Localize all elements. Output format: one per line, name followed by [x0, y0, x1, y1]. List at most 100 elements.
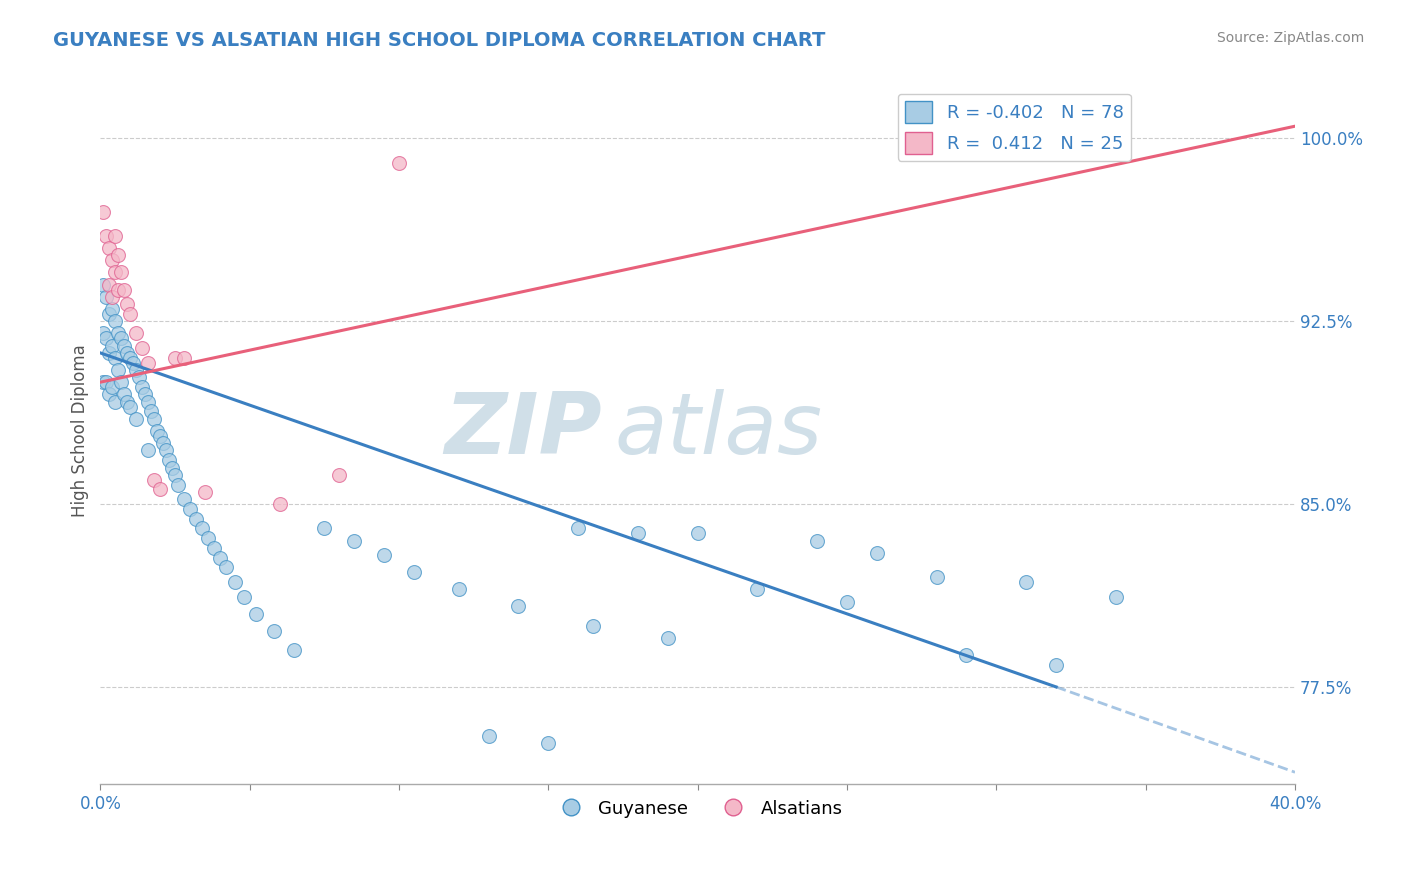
Point — [104, 394, 127, 409]
Point — [1015, 575, 1038, 590]
Point — [747, 582, 769, 597]
Point — [582, 619, 605, 633]
Point — [163, 467, 186, 482]
Point — [202, 541, 225, 555]
Point — [194, 484, 217, 499]
Point — [107, 326, 129, 341]
Point — [163, 351, 186, 365]
Point — [143, 473, 166, 487]
Point — [131, 341, 153, 355]
Point — [806, 533, 828, 548]
Point — [191, 521, 214, 535]
Point — [283, 643, 305, 657]
Point — [328, 467, 350, 482]
Point — [866, 546, 889, 560]
Point — [149, 483, 172, 497]
Point — [98, 241, 121, 255]
Y-axis label: High School Diploma: High School Diploma — [72, 344, 89, 517]
Point — [115, 297, 138, 311]
Point — [537, 736, 560, 750]
Point — [101, 290, 124, 304]
Point — [101, 301, 124, 316]
Point — [98, 346, 121, 360]
Point — [402, 566, 425, 580]
Point — [245, 607, 267, 621]
Legend: Guyanese, Alsatians: Guyanese, Alsatians — [546, 792, 849, 825]
Point — [96, 331, 118, 345]
Point — [835, 594, 858, 608]
Point — [155, 443, 177, 458]
Point — [96, 228, 118, 243]
Point — [125, 363, 148, 377]
Point — [224, 575, 246, 590]
Text: atlas: atlas — [614, 390, 823, 473]
Point — [215, 560, 238, 574]
Point — [160, 460, 183, 475]
Point — [91, 204, 114, 219]
Text: ZIP: ZIP — [444, 390, 602, 473]
Point — [925, 570, 948, 584]
Point — [232, 590, 254, 604]
Point — [120, 351, 142, 365]
Point — [1105, 590, 1128, 604]
Point — [136, 443, 159, 458]
Point — [107, 363, 129, 377]
Point — [112, 338, 135, 352]
Point — [173, 351, 195, 365]
Point — [955, 648, 977, 663]
Point — [184, 512, 207, 526]
Point — [136, 394, 159, 409]
Point — [373, 548, 395, 562]
Point — [107, 248, 129, 262]
Point — [179, 502, 201, 516]
Point — [1045, 657, 1067, 672]
Point — [627, 526, 650, 541]
Point — [98, 277, 121, 292]
Point — [508, 599, 530, 614]
Point — [197, 531, 219, 545]
Point — [98, 307, 121, 321]
Point — [343, 533, 366, 548]
Point — [167, 477, 190, 491]
Point — [269, 497, 291, 511]
Point — [115, 346, 138, 360]
Point — [115, 394, 138, 409]
Point — [157, 453, 180, 467]
Point — [173, 492, 195, 507]
Point — [146, 424, 169, 438]
Point — [110, 331, 132, 345]
Point — [110, 375, 132, 389]
Point — [91, 375, 114, 389]
Text: GUYANESE VS ALSATIAN HIGH SCHOOL DIPLOMA CORRELATION CHART: GUYANESE VS ALSATIAN HIGH SCHOOL DIPLOMA… — [53, 31, 825, 50]
Point — [208, 550, 231, 565]
Point — [122, 356, 145, 370]
Point — [131, 380, 153, 394]
Point — [143, 411, 166, 425]
Point — [110, 265, 132, 279]
Point — [657, 631, 679, 645]
Point — [314, 521, 336, 535]
Point — [447, 582, 470, 597]
Point — [104, 314, 127, 328]
Point — [101, 253, 124, 268]
Point — [101, 338, 124, 352]
Point — [96, 375, 118, 389]
Point — [91, 326, 114, 341]
Point — [478, 729, 501, 743]
Point — [263, 624, 285, 638]
Point — [388, 155, 411, 169]
Point — [120, 307, 142, 321]
Point — [104, 228, 127, 243]
Point — [686, 526, 709, 541]
Point — [107, 283, 129, 297]
Point — [120, 400, 142, 414]
Point — [98, 387, 121, 401]
Point — [91, 277, 114, 292]
Point — [112, 283, 135, 297]
Point — [125, 326, 148, 341]
Point — [136, 356, 159, 370]
Point — [104, 265, 127, 279]
Point — [104, 351, 127, 365]
Point — [125, 411, 148, 425]
Point — [101, 380, 124, 394]
